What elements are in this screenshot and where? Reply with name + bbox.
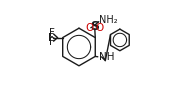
Text: F: F xyxy=(49,28,55,38)
Text: F: F xyxy=(49,37,55,47)
Text: O: O xyxy=(96,23,104,33)
Text: O: O xyxy=(85,23,93,33)
Text: F: F xyxy=(48,33,54,43)
Text: NH: NH xyxy=(99,52,115,62)
Text: S: S xyxy=(90,20,99,33)
Text: NH₂: NH₂ xyxy=(99,15,118,25)
